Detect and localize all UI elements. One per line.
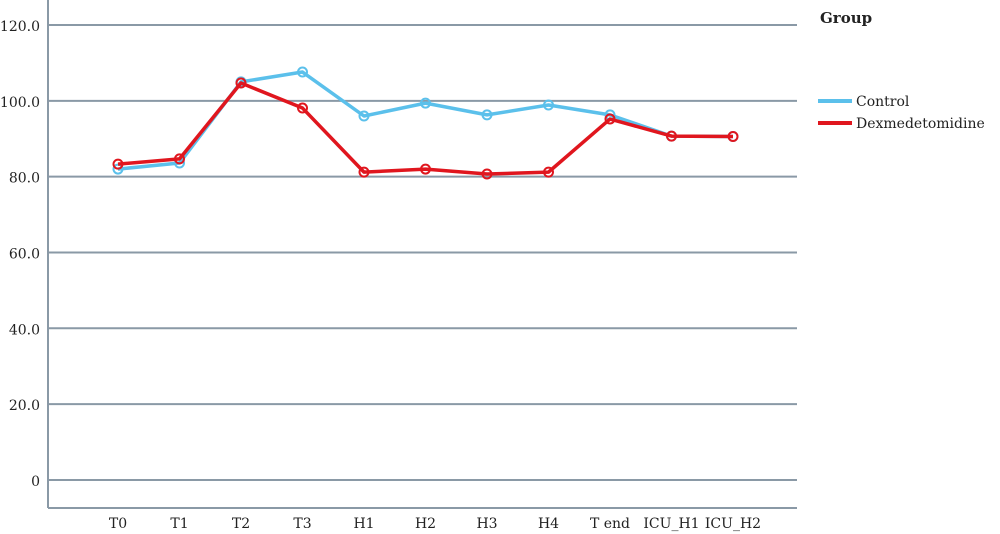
y-tick-label: 80.0 [9, 171, 40, 187]
point [358, 166, 370, 178]
x-tick-label: T0 [109, 516, 127, 532]
point [420, 163, 431, 175]
x-tick-label: ICU_H2 [705, 516, 761, 532]
x-tick-label: H3 [476, 516, 497, 532]
point [297, 102, 308, 114]
point [727, 130, 739, 142]
point [112, 163, 124, 175]
point [604, 113, 616, 125]
x-tick-label: ICU_H1 [643, 516, 699, 532]
x-tick-label: T end [590, 516, 630, 532]
point [174, 153, 185, 165]
y-tick-label: 120.0 [0, 19, 40, 35]
legend-label: Dexmedetomidine [856, 116, 985, 132]
point [235, 77, 247, 89]
point [481, 109, 493, 121]
y-tick-label: 20.0 [9, 398, 40, 414]
x-tick-label: T2 [232, 516, 250, 532]
y-tick-label: 40.0 [9, 322, 40, 338]
point [358, 110, 370, 122]
x-tick-label: H1 [353, 516, 374, 532]
series-line [117, 81, 734, 176]
legend-title: Group [820, 9, 872, 27]
point [112, 158, 124, 170]
legend-label: Control [856, 94, 910, 110]
x-tick-label: H4 [538, 516, 559, 532]
point [420, 97, 431, 109]
point [543, 99, 554, 111]
x-tick-label: T3 [293, 516, 311, 532]
x-tick-label: T1 [170, 516, 188, 532]
point [481, 168, 493, 180]
y-tick-label: 60.0 [9, 246, 40, 262]
y-tick-label: 0 [31, 474, 40, 490]
point [297, 66, 308, 78]
y-tick-label: 100.0 [0, 95, 40, 111]
x-tick-label: H2 [415, 516, 436, 532]
point [543, 166, 554, 178]
point [666, 130, 677, 142]
